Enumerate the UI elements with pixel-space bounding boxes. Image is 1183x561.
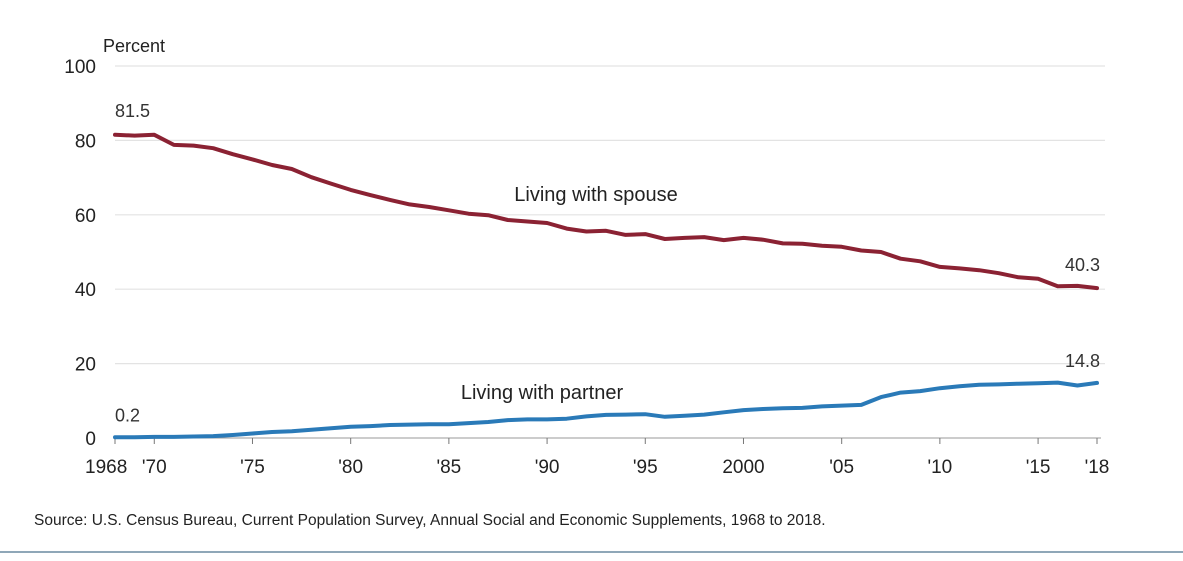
x-tick-label-1985: '85	[436, 457, 461, 478]
x-tick-label-2010: '10	[927, 457, 952, 478]
y-axis-unit-label: Percent	[103, 36, 165, 56]
living-with-spouse-label: Living with spouse	[514, 184, 677, 206]
x-tick-label-1975: '75	[240, 457, 265, 478]
bottom-divider	[0, 551, 1183, 553]
x-tick-label-1970: '70	[142, 457, 167, 478]
living-with-spouse-end-value: 40.3	[1065, 255, 1100, 275]
x-tick-label-2018: '18	[1085, 457, 1110, 478]
x-tick-label-1995: '95	[633, 457, 658, 478]
y-tick-label-60: 60	[75, 206, 96, 227]
x-tick-label-1990: '90	[535, 457, 560, 478]
x-tick-label-2000: 2000	[722, 457, 764, 478]
living-with-partner-label: Living with partner	[461, 382, 624, 404]
y-tick-label-100: 100	[64, 57, 96, 78]
source-note: Source: U.S. Census Bureau, Current Popu…	[34, 512, 826, 529]
y-axis-ticks: 0 20 40 60 80 100	[64, 57, 96, 450]
series-lines	[113, 132, 1099, 440]
x-tick-label-2015: '15	[1026, 457, 1051, 478]
x-tick-label-1980: '80	[338, 457, 363, 478]
y-tick-label-0: 0	[85, 429, 96, 450]
gridlines	[115, 65, 1105, 365]
living-with-partner-start-value: 0.2	[115, 405, 140, 425]
living-with-spouse-line	[113, 132, 1099, 291]
y-tick-label-20: 20	[75, 355, 96, 376]
x-axis-ticks: 1968 '70 '75 '80 '85 '90 '95 2000 '05 '10 '15 '18	[85, 438, 1109, 478]
living-with-partner-line	[113, 380, 1099, 440]
y-tick-label-40: 40	[75, 280, 96, 301]
x-tick-label-2005: '05	[829, 457, 854, 478]
y-tick-label-80: 80	[75, 131, 96, 152]
living-with-spouse-start-value: 81.5	[115, 101, 150, 121]
series-labels: Living with spouse 81.5 40.3 Living with pa…	[115, 101, 1100, 425]
living-with-partner-end-value: 14.8	[1065, 351, 1100, 371]
x-tick-label-1968: 1968	[85, 457, 127, 478]
